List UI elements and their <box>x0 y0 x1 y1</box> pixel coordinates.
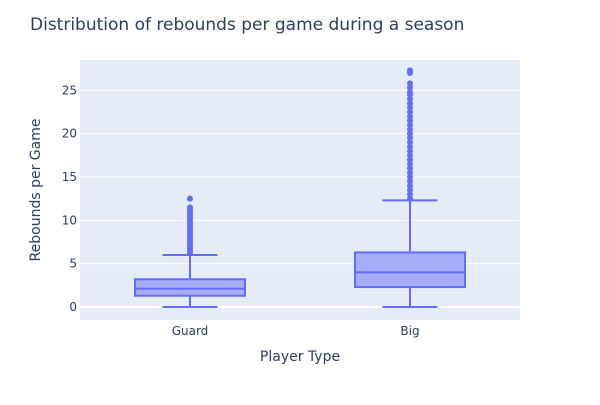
outlier-point <box>407 67 413 74</box>
outlier-point <box>407 174 413 180</box>
outlier-point <box>407 178 413 185</box>
outlier-point <box>407 96 413 102</box>
outlier-point <box>407 130 413 137</box>
outlier-point <box>407 165 413 172</box>
y-tick-label: 20 <box>62 127 77 141</box>
outlier-point <box>407 169 413 176</box>
y-axis-title: Rebounds per Game <box>28 119 44 262</box>
outlier-point <box>407 161 413 167</box>
y-tick-label: 15 <box>62 170 77 184</box>
x-tick-labels: Guard Big <box>172 324 420 338</box>
x-tick-label: Guard <box>172 324 209 338</box>
y-tick-label: 25 <box>62 83 77 97</box>
outlier-point <box>407 113 413 120</box>
y-tick-label: 5 <box>69 257 77 271</box>
outlier-point <box>407 104 413 111</box>
box-big <box>354 67 466 308</box>
outlier-point <box>407 191 413 198</box>
y-tick-label: 0 <box>69 300 77 314</box>
chart-title: Distribution of rebounds per game during… <box>30 15 464 35</box>
outlier-point <box>407 182 413 189</box>
outlier-point <box>407 187 413 193</box>
y-tick-label: 10 <box>62 213 77 227</box>
gridlines <box>80 89 520 308</box>
outlier-point <box>407 143 413 150</box>
outlier-point <box>407 195 413 202</box>
iqr-box <box>134 278 246 297</box>
outlier-point <box>407 80 413 87</box>
x-axis-title: Player Type <box>260 349 340 365</box>
outlier-point <box>407 156 413 163</box>
box-guard <box>134 195 246 308</box>
outlier-point <box>407 117 413 124</box>
outlier-point <box>407 135 413 141</box>
y-tick-labels: 0 5 10 15 20 25 <box>62 83 77 314</box>
x-tick-label: Big <box>400 324 419 338</box>
outlier-point <box>407 152 413 159</box>
outlier-point <box>407 100 413 107</box>
outlier-point <box>187 204 193 211</box>
boxes <box>134 67 466 308</box>
outlier-point <box>407 126 413 133</box>
iqr-box <box>354 251 466 289</box>
outlier-point <box>407 84 413 91</box>
outlier-point <box>407 139 413 146</box>
outlier-point <box>407 122 413 128</box>
outlier-point <box>407 148 413 154</box>
outlier-point <box>407 109 413 115</box>
outlier-point <box>407 89 413 96</box>
outlier-point <box>187 195 193 202</box>
